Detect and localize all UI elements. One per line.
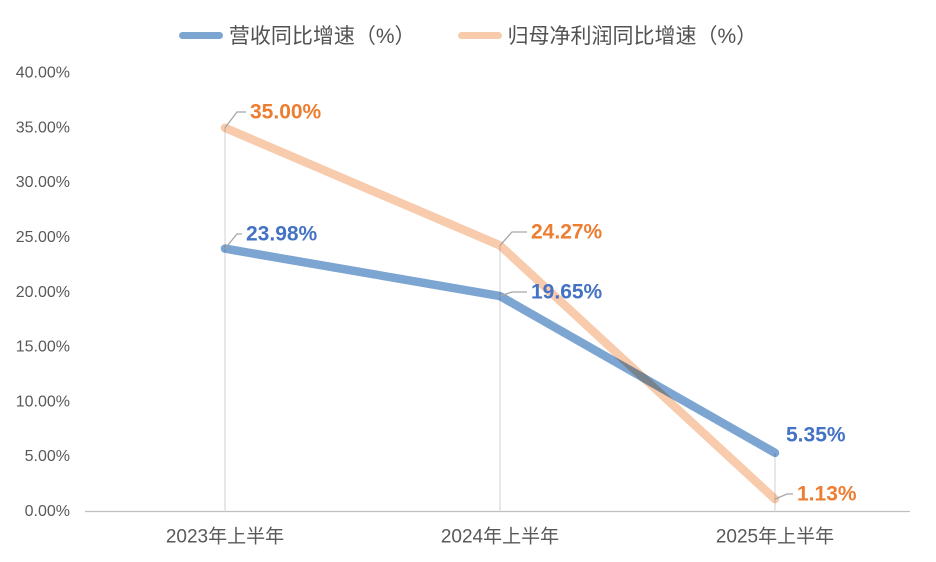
legend-swatch-net-profit-yoy-growth: [457, 31, 502, 39]
legend-label-net-profit-yoy-growth: 归母净利润同比增速（%）: [507, 25, 758, 48]
data-label-leader-line: [499, 231, 527, 246]
y-axis-tick-label: 25.00%: [16, 229, 70, 246]
legend-label-revenue-yoy-growth: 营收同比增速（%）: [228, 25, 416, 48]
y-axis-tick-label: 35.00%: [16, 119, 70, 136]
x-axis-tick-label: 2023年上半年: [166, 526, 284, 548]
x-axis-tick-label: 2025年上半年: [716, 526, 834, 548]
y-axis-tick-label: 0.00%: [25, 503, 70, 520]
y-axis-tick-label: 5.00%: [25, 448, 70, 465]
data-label-revenue-yoy-growth: 19.65%: [531, 281, 603, 304]
y-axis-tick-label: 20.00%: [16, 284, 70, 301]
data-label-leader-line: [224, 233, 242, 250]
x-axis-tick-label: 2024年上半年: [441, 526, 559, 548]
data-label-revenue-yoy-growth: 5.35%: [786, 424, 846, 447]
y-axis-tick-label: 30.00%: [16, 174, 70, 191]
data-label-leader-line: [774, 493, 793, 500]
data-label-net-profit-yoy-growth: 35.00%: [250, 101, 322, 124]
data-label-leader-line: [499, 291, 527, 297]
data-label-revenue-yoy-growth: 23.98%: [246, 223, 318, 246]
legend-item-revenue-yoy-growth: 营收同比增速（%）: [178, 20, 416, 50]
legend-item-net-profit-yoy-growth: 归母净利润同比增速（%）: [457, 20, 758, 50]
legend-swatch-revenue-yoy-growth: [178, 31, 223, 39]
y-axis-tick-label: 40.00%: [16, 65, 70, 82]
y-axis-tick-label: 15.00%: [16, 339, 70, 356]
data-label-net-profit-yoy-growth: 1.13%: [797, 483, 857, 506]
y-axis-tick-label: 10.00%: [16, 393, 70, 410]
data-label-net-profit-yoy-growth: 24.27%: [531, 221, 603, 244]
legend: 营收同比增速（%） 归母净利润同比增速（%）: [0, 20, 936, 50]
data-label-leader-line: [224, 111, 246, 129]
